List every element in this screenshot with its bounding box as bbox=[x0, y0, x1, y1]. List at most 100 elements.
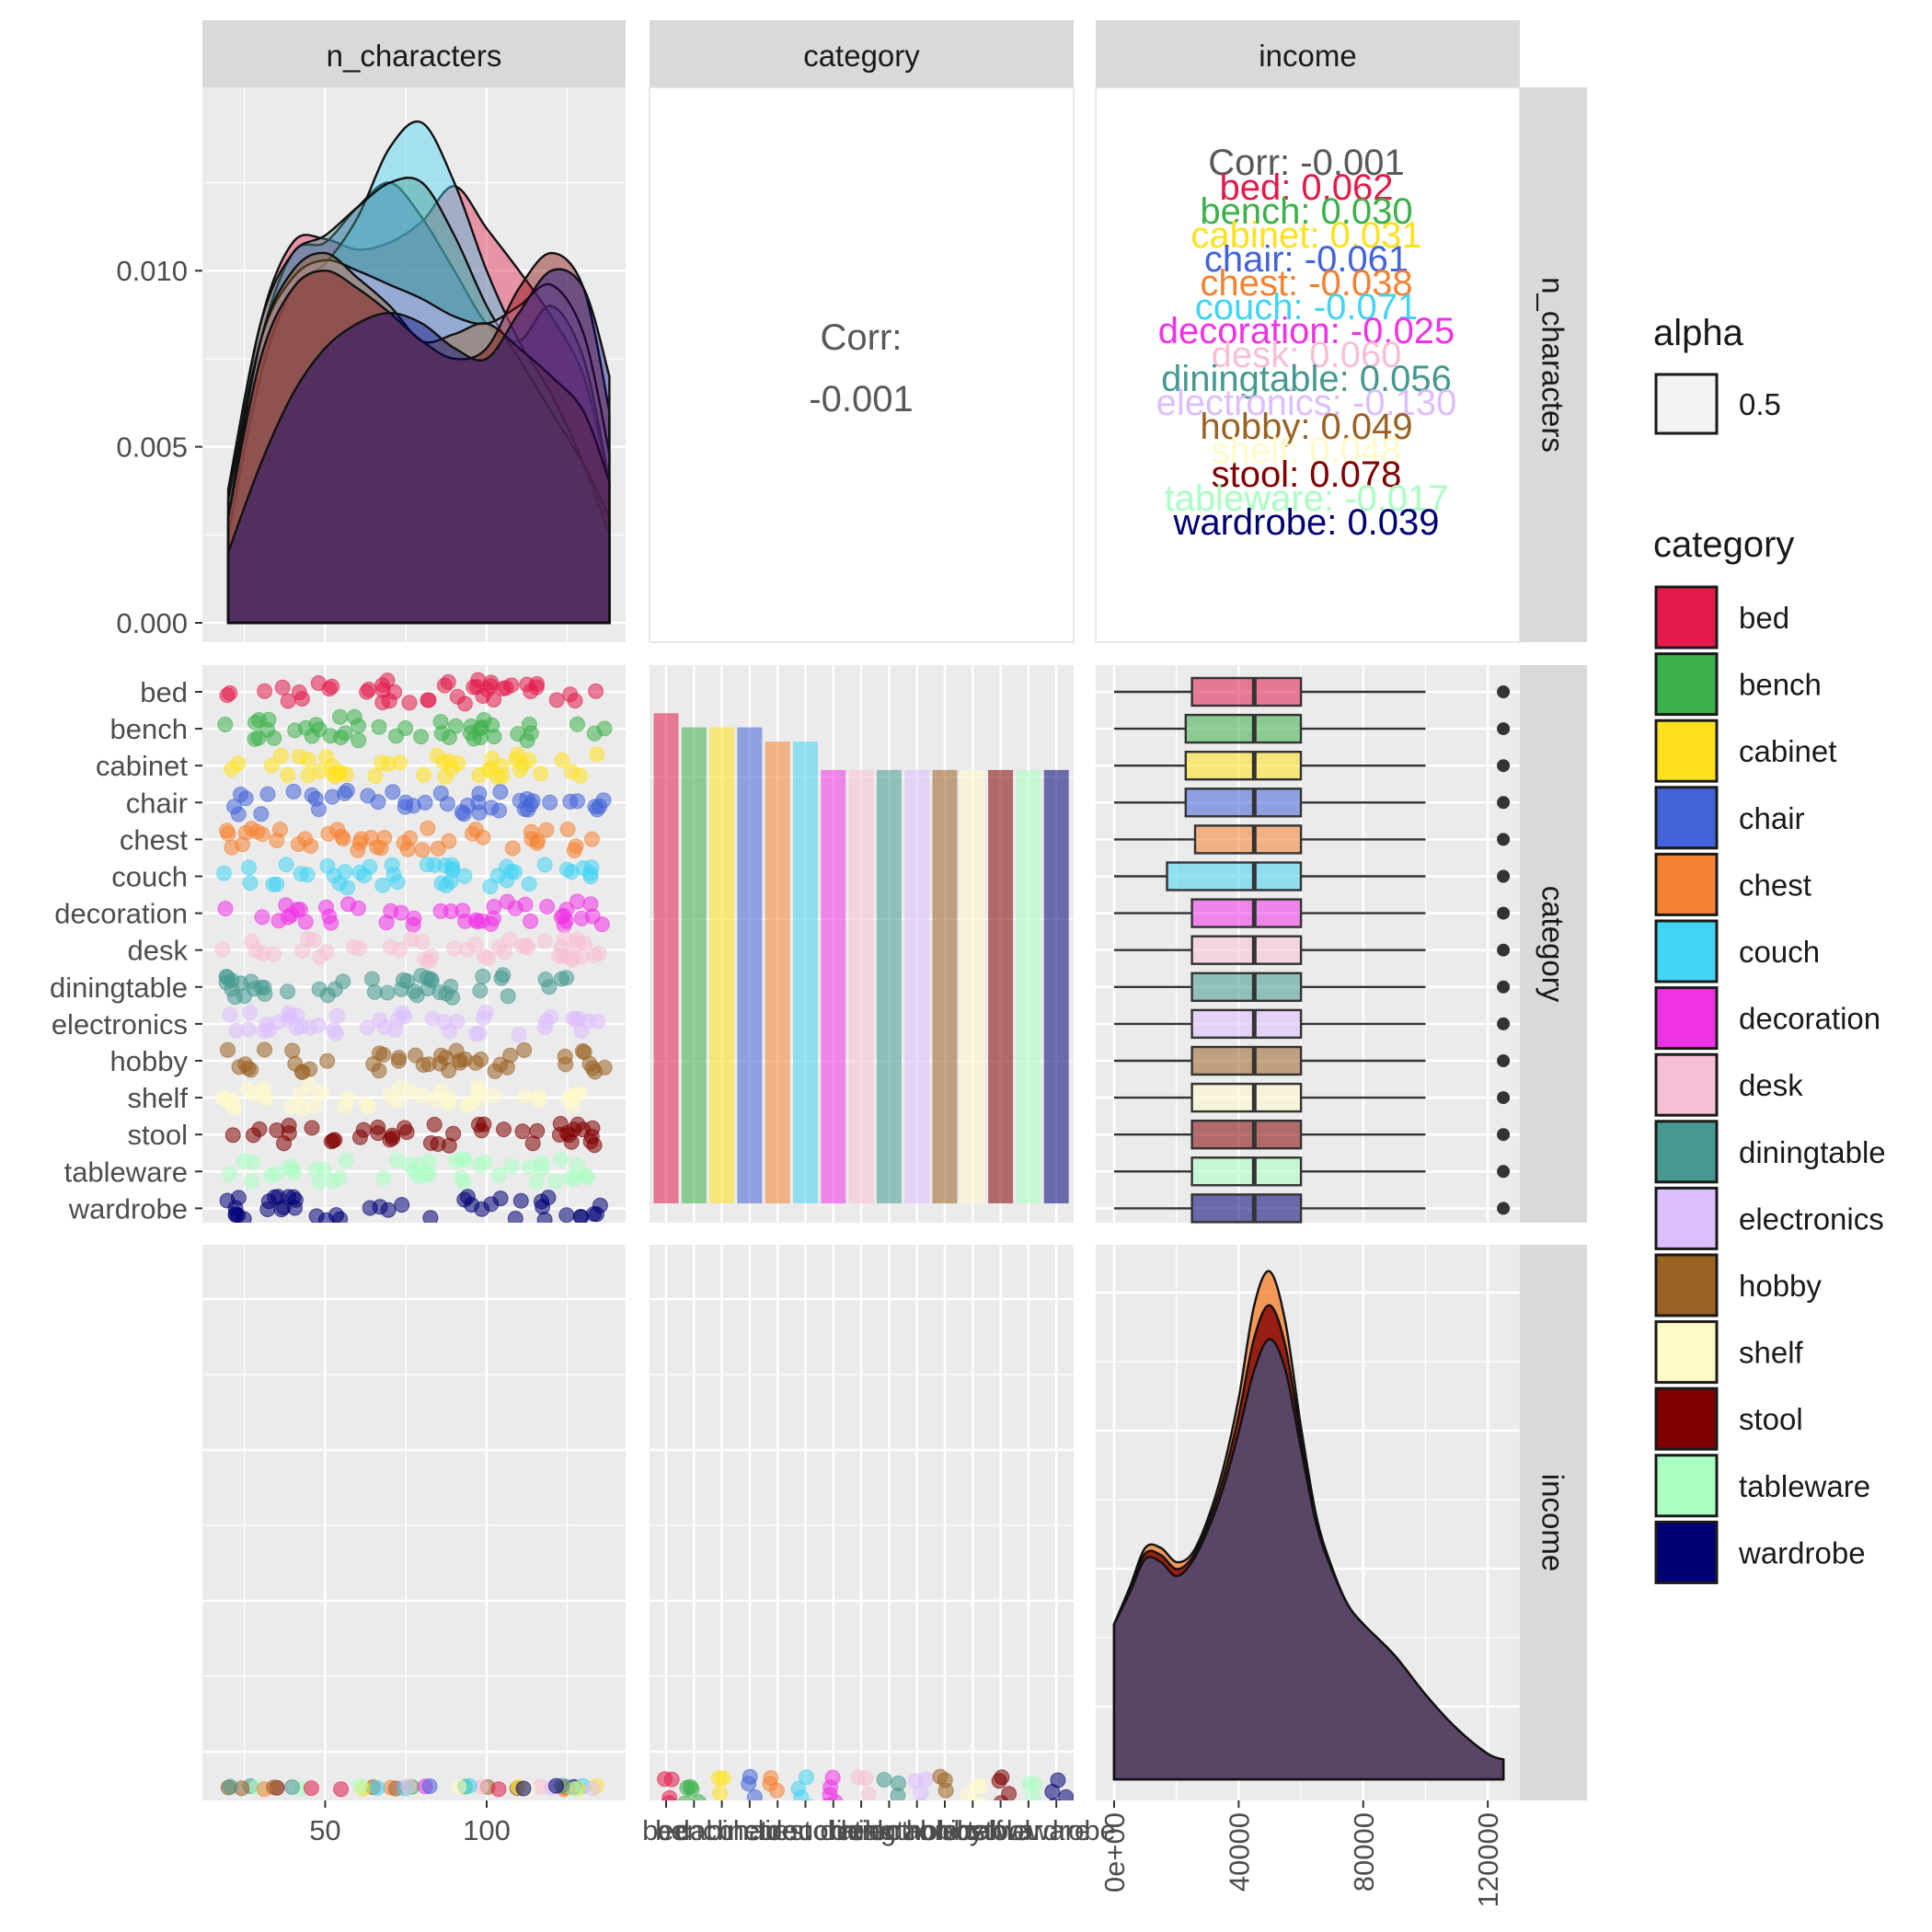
point-diningtable bbox=[387, 1804, 402, 1819]
point-couch bbox=[499, 858, 514, 875]
point-chest bbox=[307, 1857, 322, 1872]
point-decoration bbox=[825, 1863, 840, 1878]
point-chair bbox=[226, 799, 243, 815]
point-electronics bbox=[215, 1833, 230, 1847]
point-cabinet bbox=[533, 765, 549, 782]
point-electronics bbox=[242, 1005, 259, 1020]
point-desk bbox=[536, 933, 553, 949]
bar-diningtable bbox=[876, 769, 902, 1203]
point-tableware bbox=[472, 1157, 489, 1174]
point-couch bbox=[278, 857, 294, 873]
point-cabinet bbox=[712, 1786, 729, 1800]
point-couch bbox=[287, 1805, 302, 1820]
point-cabinet bbox=[318, 749, 335, 765]
point-hobby bbox=[492, 1056, 509, 1073]
strip-right-label: n_characters bbox=[1536, 277, 1570, 453]
x-tick-label: electronics bbox=[849, 1814, 985, 1846]
x-tick-label: 80000 bbox=[1348, 1812, 1380, 1892]
point-tableware bbox=[1029, 1858, 1044, 1873]
point-chair bbox=[743, 1922, 758, 1932]
point-electronics bbox=[359, 1019, 375, 1036]
x-tick-label: stool bbox=[971, 1814, 1030, 1846]
point-shelf bbox=[231, 1857, 246, 1871]
density-couch bbox=[226, 120, 611, 625]
point-electronics bbox=[384, 1806, 398, 1821]
point-chair bbox=[535, 1857, 549, 1872]
point-cabinet bbox=[484, 750, 500, 766]
outlier-couch bbox=[1497, 869, 1511, 883]
point-stool bbox=[398, 1124, 415, 1141]
box-tableware bbox=[1190, 1156, 1303, 1187]
point-couch bbox=[346, 1805, 361, 1820]
point-chest bbox=[237, 824, 254, 841]
point-bed bbox=[274, 679, 291, 696]
point-tableware bbox=[338, 1153, 354, 1168]
point-diningtable bbox=[475, 968, 491, 984]
point-bench bbox=[250, 730, 267, 746]
point-couch bbox=[426, 857, 443, 873]
point-bed bbox=[303, 1780, 319, 1797]
point-diningtable bbox=[327, 981, 343, 997]
box-cabinet bbox=[1184, 751, 1303, 781]
point-stool bbox=[355, 1121, 372, 1138]
point-bed bbox=[374, 677, 391, 694]
legend-key-bed bbox=[1654, 585, 1719, 650]
point-stool bbox=[408, 1804, 423, 1819]
point-tableware bbox=[529, 1174, 546, 1190]
point-stool bbox=[385, 1130, 401, 1146]
point-stool bbox=[569, 1831, 583, 1846]
point-diningtable bbox=[284, 1779, 300, 1795]
bar-bed bbox=[653, 713, 679, 1203]
corr-shelf: shelf: 0.048 bbox=[1212, 431, 1402, 471]
x-tick-label: cabinet bbox=[676, 1814, 768, 1846]
legend-label-chair: chair bbox=[1739, 801, 1805, 835]
point-chair bbox=[417, 794, 433, 811]
point-hobby bbox=[928, 1928, 943, 1932]
point-cabinet bbox=[280, 767, 296, 783]
point-couch bbox=[438, 878, 454, 893]
strip-top-label: n_characters bbox=[327, 39, 502, 73]
corr-desk: desk: 0.060 bbox=[1212, 335, 1402, 375]
corr-value: -0.001 bbox=[809, 379, 913, 420]
box-chest bbox=[1193, 824, 1303, 855]
box-diningtable bbox=[1190, 972, 1303, 1003]
point-desk bbox=[477, 949, 493, 964]
corr-bench: bench: 0.030 bbox=[1200, 191, 1412, 232]
point-chest bbox=[303, 838, 318, 854]
point-hobby bbox=[557, 1048, 573, 1064]
point-diningtable bbox=[541, 979, 558, 995]
point-cabinet bbox=[712, 1856, 727, 1870]
point-chest bbox=[559, 822, 576, 837]
box-bed bbox=[1190, 676, 1303, 707]
density-wardrobe bbox=[226, 268, 611, 625]
x-tick-label: decoration bbox=[766, 1814, 900, 1846]
point-shelf bbox=[319, 1855, 334, 1869]
point-desk bbox=[520, 939, 536, 956]
legend-key-hobby bbox=[1654, 1253, 1719, 1317]
point-desk bbox=[857, 1849, 871, 1864]
point-diningtable bbox=[247, 981, 262, 997]
point-decoration bbox=[393, 904, 409, 921]
point-cabinet bbox=[338, 766, 354, 782]
point-diningtable bbox=[218, 969, 235, 984]
point-electronics bbox=[584, 1780, 601, 1797]
legend-label-cabinet: cabinet bbox=[1739, 734, 1836, 768]
point-stool bbox=[996, 1863, 1011, 1878]
strip-top-label: category bbox=[803, 39, 920, 73]
bar-chair bbox=[737, 727, 763, 1203]
point-stool bbox=[991, 1926, 1006, 1932]
point-wardrobe bbox=[548, 1777, 564, 1794]
x-tick-label: diningtable bbox=[820, 1814, 958, 1846]
point-bench bbox=[337, 725, 353, 742]
point-diningtable bbox=[311, 981, 328, 997]
point-stool bbox=[496, 1121, 512, 1138]
point-diningtable bbox=[558, 970, 575, 986]
point-bed bbox=[468, 679, 485, 696]
point-diningtable bbox=[890, 1788, 906, 1800]
point-stool bbox=[269, 1122, 285, 1138]
point-shelf bbox=[441, 1096, 457, 1112]
point-bed bbox=[660, 1860, 674, 1875]
legend-label-hobby: hobby bbox=[1739, 1269, 1822, 1303]
strip-top-label: income bbox=[1259, 39, 1356, 73]
outlier-bed bbox=[1497, 685, 1511, 698]
